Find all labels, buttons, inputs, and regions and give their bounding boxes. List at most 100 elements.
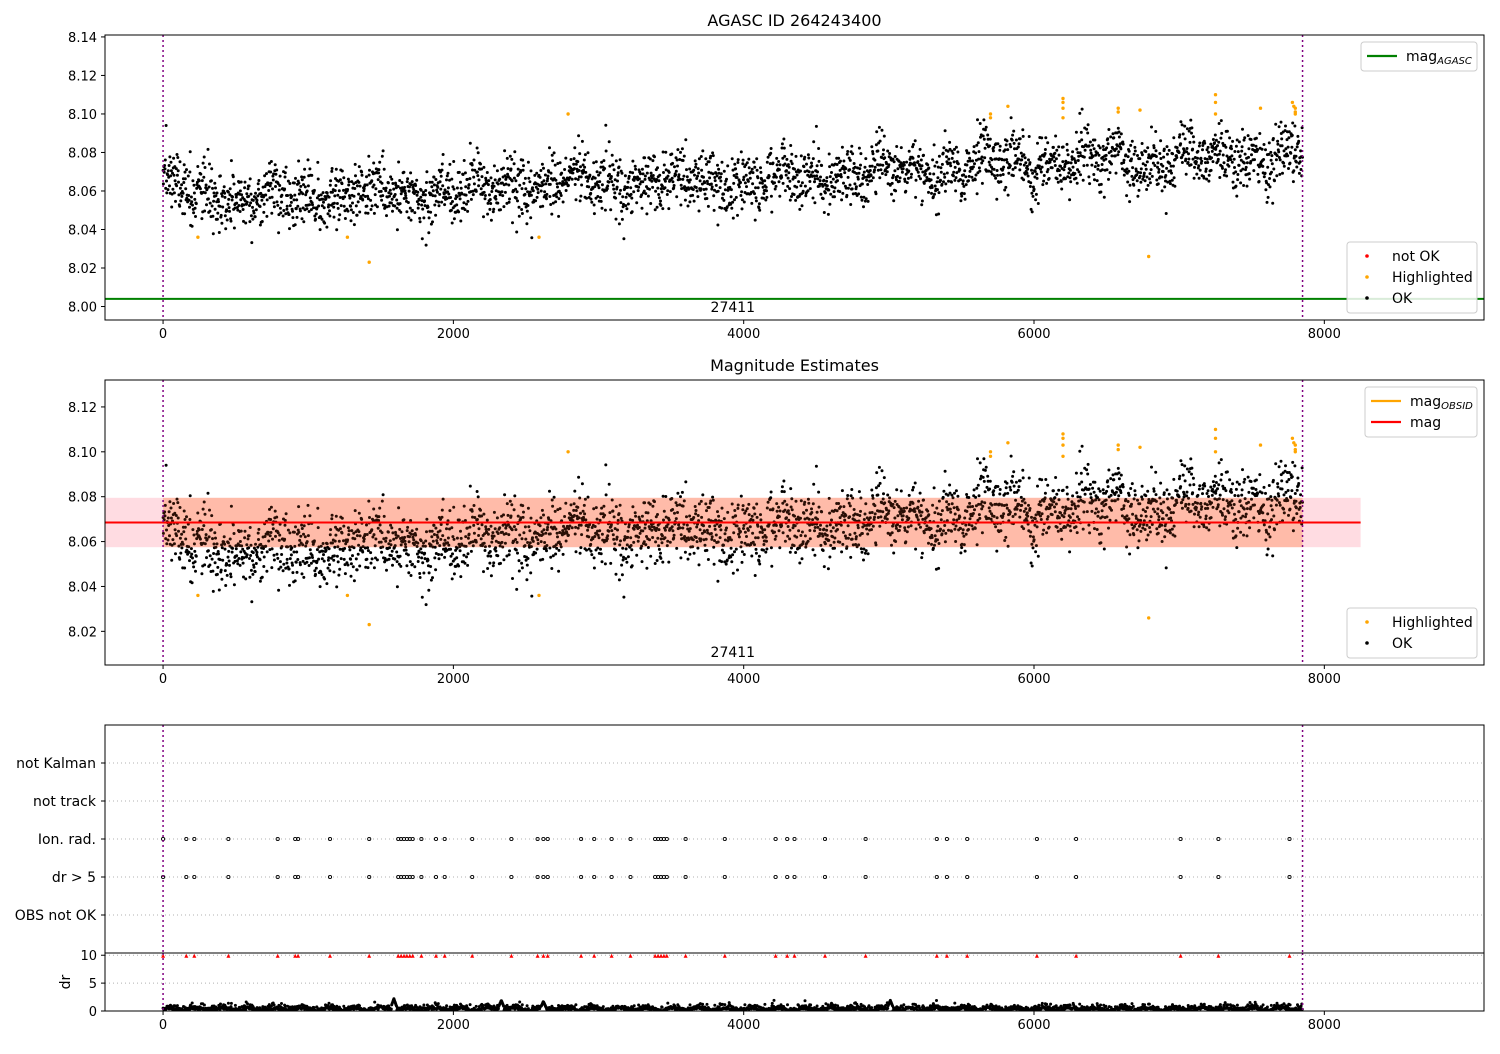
- ok-point: [1141, 153, 1144, 156]
- ok-point: [390, 192, 393, 195]
- ok-point: [193, 550, 196, 553]
- ok-point: [419, 196, 422, 199]
- ok-point: [492, 564, 495, 567]
- ok-point: [290, 201, 293, 204]
- ok-point: [180, 533, 183, 536]
- ok-point: [573, 157, 576, 160]
- ok-point: [417, 203, 420, 206]
- ok-point: [385, 187, 388, 190]
- ok-point: [613, 191, 616, 194]
- ok-point: [525, 578, 528, 581]
- ok-point: [990, 158, 993, 161]
- ok-point: [1082, 179, 1085, 182]
- ok-point: [835, 524, 838, 527]
- ok-point: [329, 179, 332, 182]
- ok-point: [1115, 172, 1118, 175]
- ok-point: [938, 191, 941, 194]
- ok-point: [1068, 198, 1071, 201]
- ok-point: [782, 531, 785, 534]
- ok-point: [1179, 120, 1182, 123]
- ok-point: [230, 575, 233, 578]
- ok-point: [171, 188, 174, 191]
- ok-point: [676, 165, 679, 168]
- ok-point: [811, 171, 814, 174]
- ok-point: [328, 569, 331, 572]
- ok-point: [1093, 139, 1096, 142]
- ok-point: [223, 192, 226, 195]
- ok-point: [1262, 158, 1265, 161]
- ok-point: [910, 176, 913, 179]
- ok-point: [1219, 137, 1222, 140]
- ok-point: [279, 560, 282, 563]
- ok-point: [671, 180, 674, 183]
- ok-point: [276, 200, 279, 203]
- ok-point: [1196, 150, 1199, 153]
- ok-point: [637, 536, 640, 539]
- ok-point: [583, 159, 586, 162]
- ok-point: [1149, 181, 1152, 184]
- ok-point: [616, 536, 619, 539]
- ok-point: [671, 162, 674, 165]
- ok-point: [683, 499, 686, 502]
- ok-point: [656, 537, 659, 540]
- ok-point: [1118, 136, 1121, 139]
- ok-point: [240, 181, 243, 184]
- ok-point: [862, 205, 865, 208]
- ok-point: [700, 169, 703, 172]
- ok-point: [1206, 161, 1209, 164]
- ok-point: [858, 514, 861, 517]
- ok-point: [767, 501, 770, 504]
- ok-point: [813, 180, 816, 183]
- ok-point: [436, 542, 439, 545]
- ok-point: [304, 185, 307, 188]
- ok-point: [394, 544, 397, 547]
- ok-point: [205, 556, 208, 559]
- ok-point: [659, 204, 662, 207]
- ok-point: [955, 146, 958, 149]
- ok-point: [1033, 188, 1036, 191]
- ok-point: [1275, 158, 1278, 161]
- ok-point: [618, 166, 621, 169]
- ok-point: [220, 569, 223, 572]
- ok-point: [331, 191, 334, 194]
- ok-point: [1081, 108, 1084, 111]
- ok-point: [256, 546, 259, 549]
- ok-point: [1021, 128, 1024, 131]
- ok-point: [193, 184, 196, 187]
- ok-point: [179, 552, 182, 555]
- ok-point: [350, 529, 353, 532]
- ok-point: [208, 564, 211, 567]
- ok-point: [748, 513, 751, 516]
- ok-point: [1234, 170, 1237, 173]
- ok-point: [361, 174, 364, 177]
- ok-point: [619, 539, 622, 542]
- ok-point: [1232, 181, 1235, 184]
- ok-point: [830, 171, 833, 174]
- highlighted-point: [1214, 101, 1217, 104]
- ok-point: [525, 222, 528, 225]
- ok-point: [1015, 139, 1018, 142]
- ok-point: [1027, 158, 1030, 161]
- y-tick-label: 8.04: [68, 223, 97, 238]
- ok-point: [949, 162, 952, 165]
- ok-point: [174, 528, 177, 531]
- ok-point: [635, 554, 638, 557]
- ok-point: [419, 547, 422, 550]
- ok-point: [1097, 164, 1100, 167]
- ok-point: [513, 150, 516, 153]
- ok-point: [489, 198, 492, 201]
- ok-point: [221, 206, 224, 209]
- ok-point: [317, 558, 320, 561]
- ok-point: [608, 165, 611, 168]
- ok-point: [601, 207, 604, 210]
- ok-point: [497, 183, 500, 186]
- ok-point: [576, 506, 579, 509]
- ok-point: [1029, 185, 1032, 188]
- ok-point: [295, 198, 298, 201]
- ok-point: [793, 544, 796, 547]
- highlighted-point: [989, 112, 992, 115]
- ok-point: [678, 173, 681, 176]
- ok-point: [370, 208, 373, 211]
- ok-point: [480, 515, 483, 518]
- ok-point: [1035, 167, 1038, 170]
